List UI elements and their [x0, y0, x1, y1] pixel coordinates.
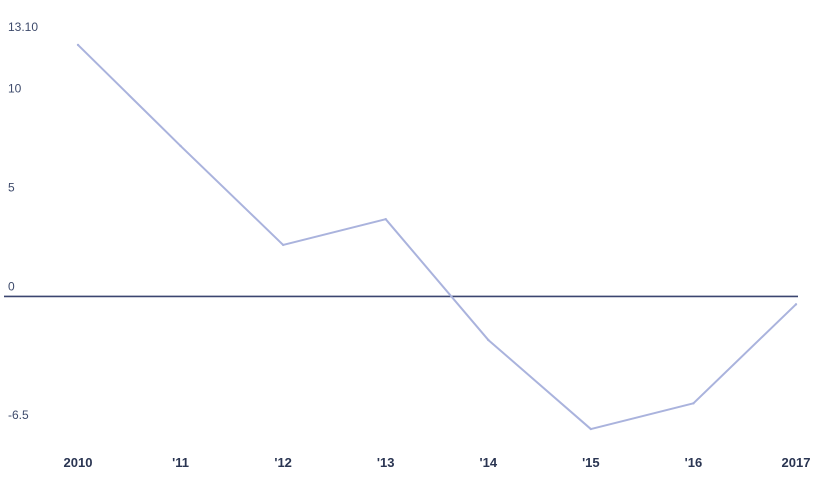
- y-tick-label: 0: [8, 279, 15, 293]
- series-layer: [76, 43, 798, 431]
- data-point: [692, 402, 695, 405]
- data-point: [76, 43, 80, 47]
- series-line: [77, 44, 797, 431]
- y-tick-label: 10: [8, 81, 22, 95]
- data-point: [179, 144, 182, 148]
- x-tick-label: 2010: [64, 455, 93, 470]
- x-tick-label: '16: [685, 455, 703, 470]
- x-tick-label: '13: [377, 455, 395, 470]
- data-point: [487, 338, 490, 342]
- data-point: [589, 427, 593, 431]
- x-axis: 2010 '11 '12 '13 '14 '15 '16 2017: [64, 455, 811, 470]
- y-tick-label: 13.10: [8, 20, 38, 34]
- x-tick-label: 2017: [782, 455, 811, 470]
- x-tick-label: '12: [274, 455, 292, 470]
- x-tick-label: '14: [480, 455, 498, 470]
- y-tick-label: -6.5: [8, 408, 29, 422]
- data-point: [794, 303, 798, 306]
- x-tick-label: '11: [172, 455, 189, 470]
- data-point: [384, 217, 387, 221]
- y-tick-label: 5: [8, 180, 15, 194]
- data-point: [281, 243, 285, 247]
- y-axis: 13.10 10 5 0 -6.5: [8, 20, 38, 422]
- x-tick-label: '15: [582, 455, 600, 470]
